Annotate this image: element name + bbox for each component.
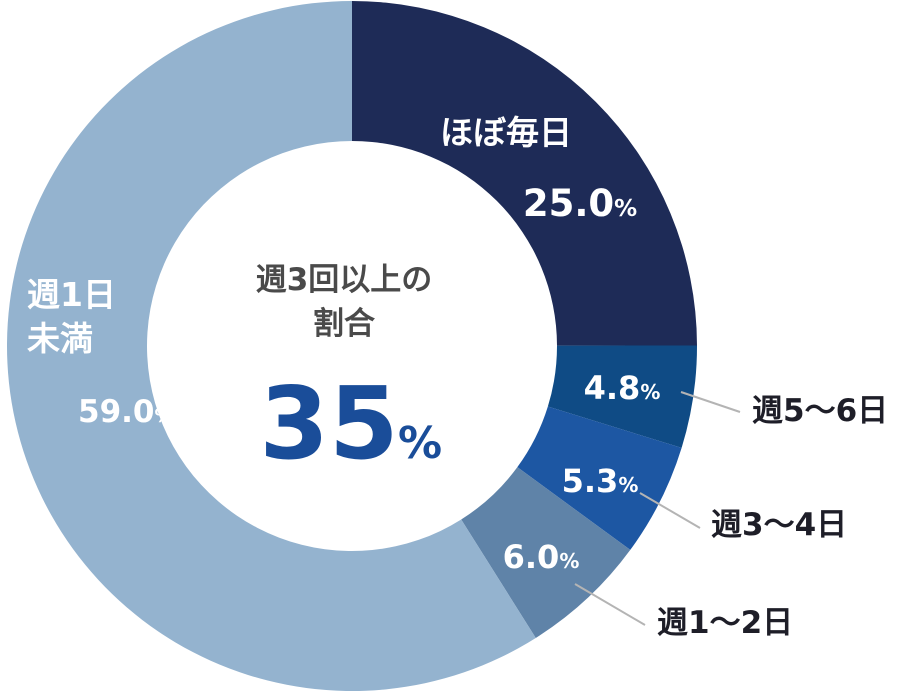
slice-0 [352,1,697,346]
center-value: 35 [259,365,398,482]
slice-3-value: 6.0% [503,538,580,576]
leader-lines [574,391,741,626]
slice-4 [6,1,536,691]
slice-4-value: 59.0% [78,394,174,430]
slice-2 [517,406,682,550]
center-summary: 週3回以上の 割合 35 % [256,262,442,482]
slice-1-value: 4.8% [584,369,661,407]
slice-2-value: 5.3% [562,462,639,500]
center-value-unit: % [398,418,442,469]
slice-1 [547,345,697,448]
leader-line-2 [639,492,701,529]
slice-1-name-line-0: 週5〜6日 [752,393,888,429]
slice-3 [461,467,631,638]
slice-4-name-line-0: 週1日 [27,275,116,314]
slice-labels: ほぼ毎日 25.0% 週5〜6日 4.8% 週3〜4日 5.3% 週1〜2日 6.0% 週1日未… [27,113,888,641]
leader-line-3 [574,583,646,626]
center-title-line-2: 割合 [313,306,375,342]
slice-2-name-line-0: 週3〜4日 [711,507,847,543]
slice-4-name-line-1: 未満 [27,319,93,358]
slice-0-name-line-0: ほぼ毎日 [440,113,572,152]
leader-line-1 [680,391,741,413]
slice-0-value: 25.0% [523,182,637,225]
slice-3-name-line-0: 週1〜2日 [657,605,793,641]
center-title-line-1: 週3回以上の [256,262,433,298]
donut-slices [6,1,697,691]
center-value-number: 35 [259,365,398,482]
